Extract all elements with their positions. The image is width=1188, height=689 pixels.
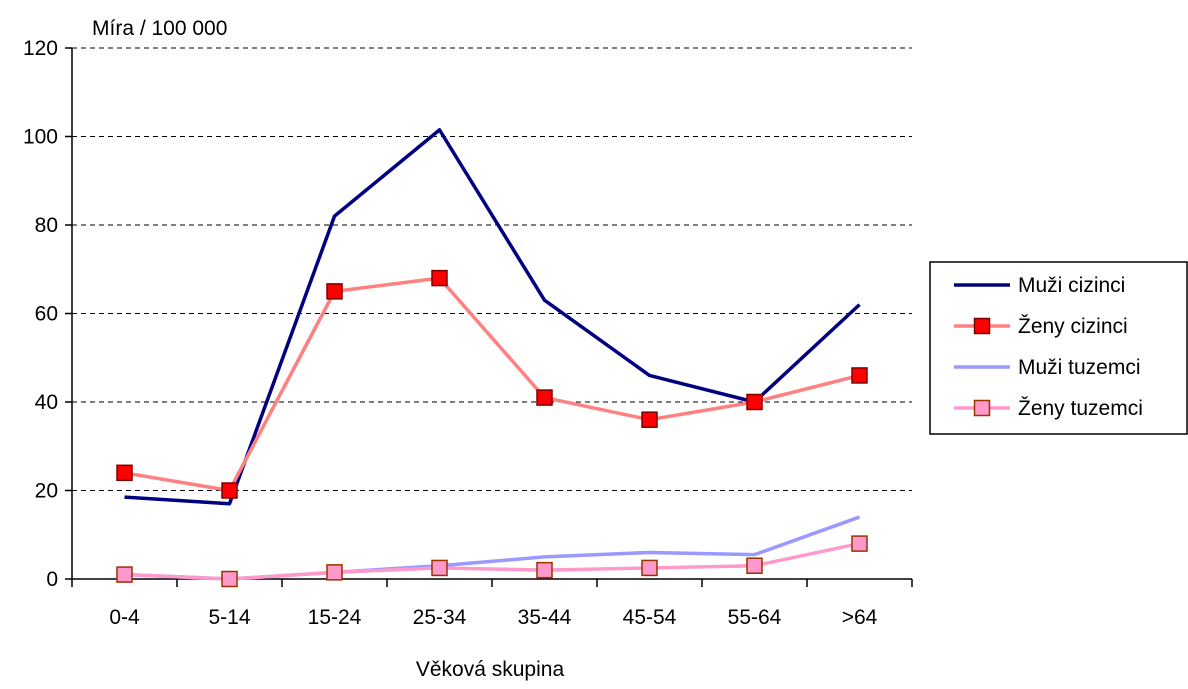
x-tick-label: 15-24 [308,606,362,629]
series-line [124,276,860,493]
series-ženy-tuzemci [116,535,868,588]
data-point [746,393,763,411]
legend-swatch-marker [973,399,991,417]
legend-box [929,261,1188,435]
y-tick-label: 100 [23,126,58,149]
data-point [851,535,868,552]
data-point [116,464,133,482]
data-point [746,557,763,574]
x-tick-label: 0-4 [109,606,140,629]
gridlines [72,47,912,491]
data-point [536,389,553,406]
legend-item: Ženy cizinci [954,315,1128,338]
y-tick-label: 0 [46,568,58,591]
axes [65,47,913,587]
tick-labels: 0 20 40 60 80 100 120 0-4 5-14 15-24 25-34 35-44 45-… [23,37,878,629]
x-tick-label: 35-44 [518,606,572,629]
y-tick-label: 40 [35,391,58,414]
data-point [221,570,238,588]
y-tick-label: 20 [35,480,58,503]
x-tick-label: 45-54 [623,606,677,629]
data-point [431,559,448,577]
x-tick-label: 55-64 [728,606,782,629]
x-tick-label: 5-14 [208,606,250,629]
legend-item: Muži tuzemci [954,356,1141,379]
legend-label: Muži cizinci [1018,274,1125,297]
legend-item: Muži cizinci [954,274,1125,297]
series-group [116,128,868,588]
legend: Muži cizinci Ženy cizinci Muži tuzemci Ženy… [929,261,1188,435]
data-point [536,561,553,579]
x-tick-label: 25-34 [413,606,467,629]
data-point [116,566,133,583]
legend-item: Ženy tuzemci [954,397,1143,420]
legend-label: Ženy cizinci [1018,315,1128,338]
series-muži-cizinci [124,128,861,506]
data-point [221,482,238,499]
y-tick-label: 120 [23,37,58,60]
y-axis-title: Míra / 100 000 [92,17,227,40]
data-point [851,367,868,384]
legend-label: Ženy tuzemci [1018,397,1143,420]
data-point [641,559,658,577]
data-point [431,269,448,287]
y-tick-label: 80 [35,214,58,237]
legend-swatch-marker [973,317,991,335]
legend-label: Muži tuzemci [1018,356,1141,379]
y-tick-label: 60 [35,303,58,326]
x-axis-title: Věková skupina [416,658,565,681]
data-point [326,564,343,581]
data-point [641,411,658,428]
series-line [124,541,860,581]
x-tick-label: >64 [842,606,878,629]
series-line [124,128,861,506]
series-ženy-cizinci [116,269,868,499]
data-point [326,283,343,300]
